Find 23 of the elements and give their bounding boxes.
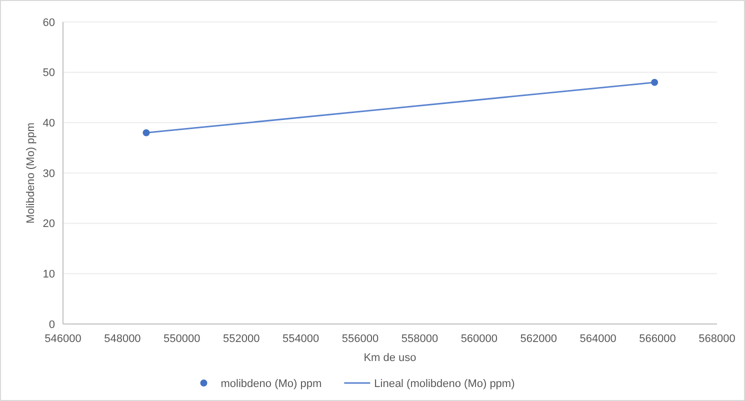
x-tick-label: 550000 — [164, 333, 200, 345]
x-tick-label: 556000 — [342, 333, 379, 345]
y-tick-label: 20 — [42, 218, 55, 230]
x-tick-label: 562000 — [520, 333, 557, 345]
y-tick-label: 40 — [42, 118, 55, 130]
y-tick-label: 30 — [42, 168, 55, 180]
x-tick-label: 548000 — [104, 333, 141, 345]
x-tick-label: 552000 — [223, 333, 260, 345]
x-tick-label: 560000 — [460, 333, 498, 345]
x-tick-label: 564000 — [580, 333, 616, 345]
legend-label: Lineal (molibdeno (Mo) ppm) — [374, 378, 515, 390]
x-tick-label: 554000 — [282, 333, 320, 345]
y-tick-label: 60 — [42, 16, 55, 29]
y-axis-title: Molibdeno (Mo) ppm — [25, 122, 37, 224]
x-tick-label: 546000 — [44, 333, 82, 345]
x-axis-title: Km de uso — [364, 352, 416, 364]
y-tick-label: 50 — [42, 67, 55, 80]
y-tick-label: 0 — [48, 318, 55, 331]
y-tick-label: 10 — [42, 268, 55, 281]
x-tick-label: 558000 — [401, 333, 438, 345]
x-tick-label: 566000 — [639, 333, 676, 345]
x-tick-label: 568000 — [698, 333, 736, 345]
legend-label: molibdeno (Mo) ppm — [220, 378, 322, 390]
